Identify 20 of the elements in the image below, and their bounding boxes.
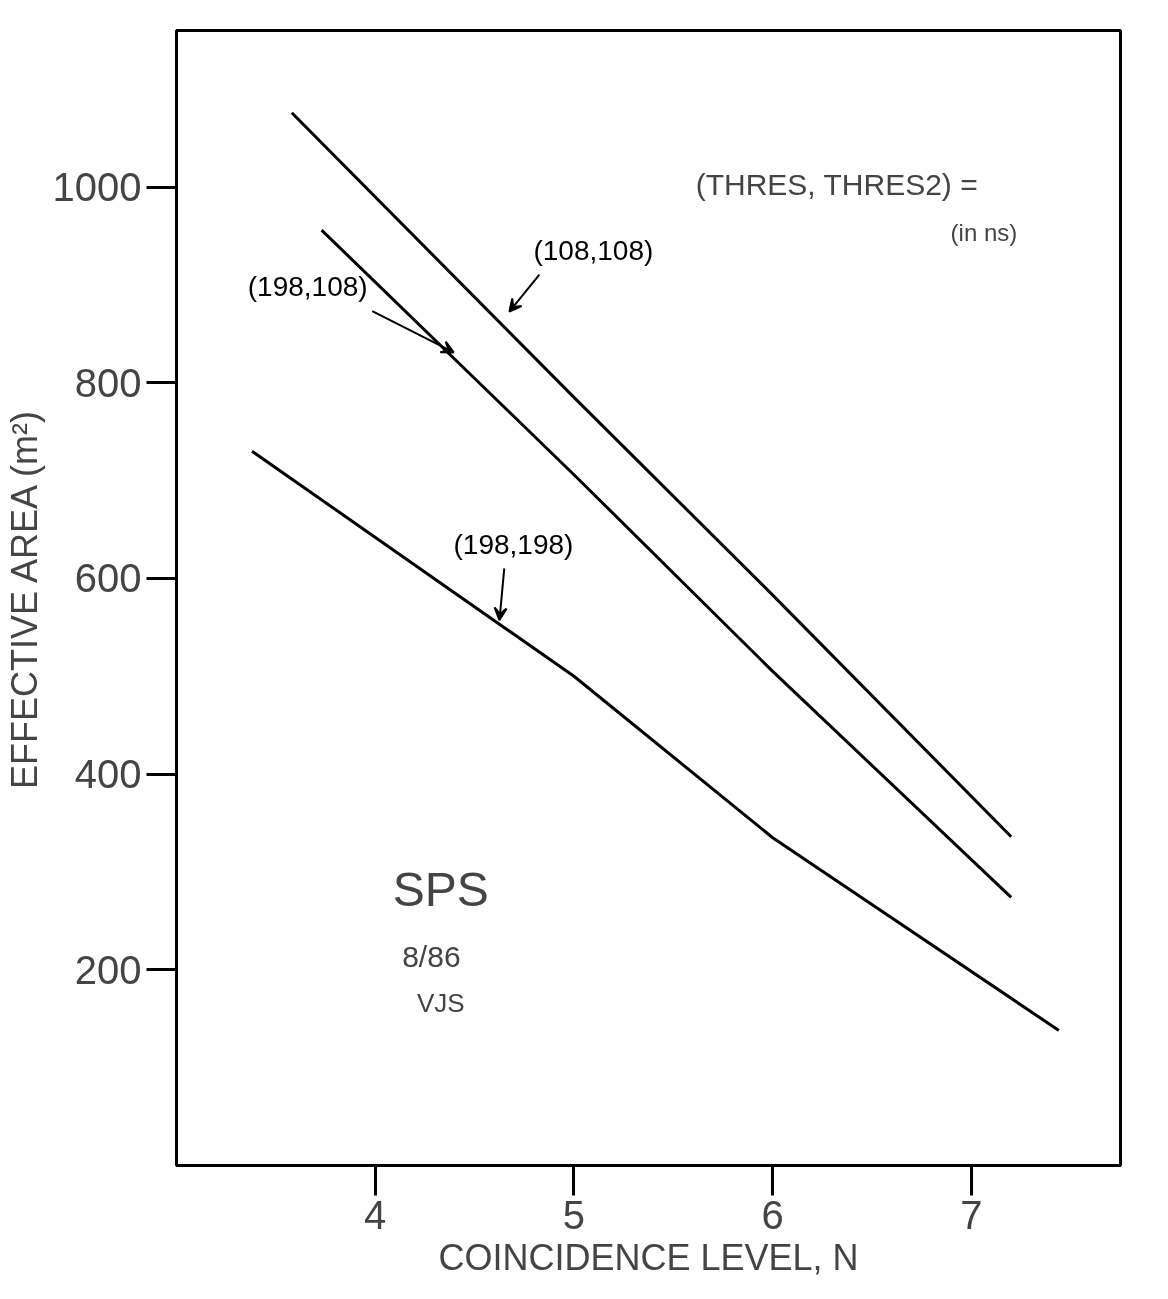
x-tick-label: 4 [364,1192,387,1237]
text: (108,108) [533,235,654,267]
y-tick-label: 400 [74,752,142,797]
annotation: VJS [416,987,465,1018]
y-axis-title: EFFECTIVE AREA (m²) [3,410,45,789]
annotation: (THRES, THRES2) = [695,167,978,201]
line-series [250,449,1061,1032]
annotation: 8/86 [402,939,461,973]
y-tick-label: 1000 [52,165,142,210]
y-tick-label: 800 [74,360,142,405]
x-tick-label: 5 [562,1192,586,1237]
series-label: (198,108) [247,271,368,303]
y-tick-label: 200 [74,947,142,992]
x-tick-label: 6 [761,1192,784,1237]
x-tick-label: 7 [960,1192,983,1237]
annotation: (in ns) [950,219,1018,247]
annotation: SPS [392,862,489,916]
x-axis-title: COINCIDENCE LEVEL, N [438,1236,859,1278]
series-label: (198,198) [453,529,574,561]
y-tick-label: 600 [74,556,142,601]
